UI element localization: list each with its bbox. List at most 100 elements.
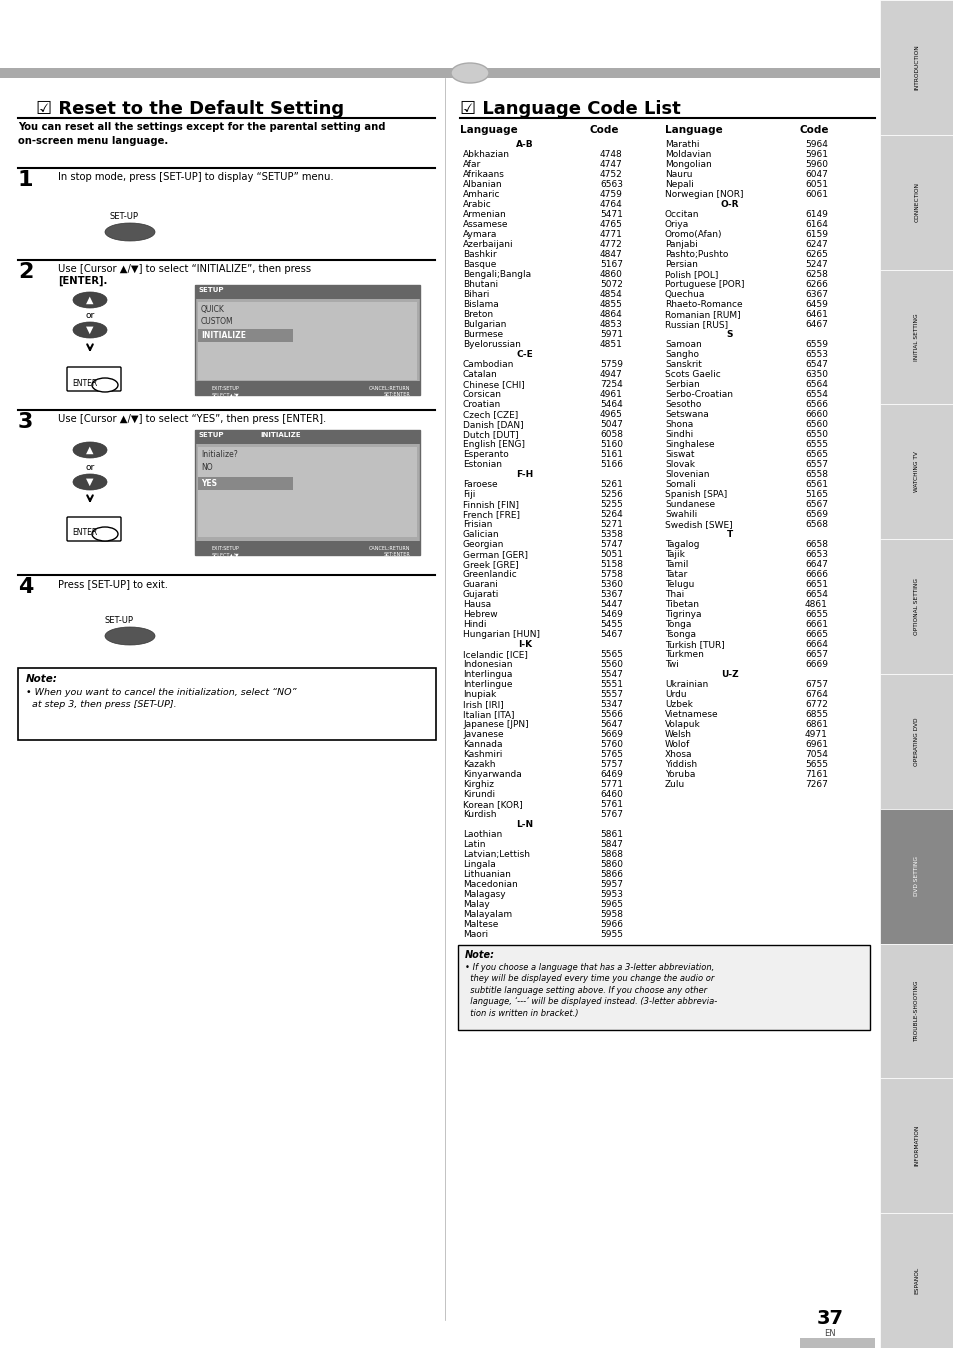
Text: Icelandic [ICE]: Icelandic [ICE] [462, 650, 527, 659]
Text: SELECT▲/▼: SELECT▲/▼ [211, 551, 238, 557]
Text: Galician: Galician [462, 530, 499, 539]
Text: 6047: 6047 [804, 170, 827, 179]
Text: Cambodian: Cambodian [462, 360, 514, 369]
Text: 6553: 6553 [804, 350, 827, 359]
Text: 6164: 6164 [804, 220, 827, 229]
Text: 5160: 5160 [599, 439, 622, 449]
Text: Ukrainian: Ukrainian [664, 679, 707, 689]
Text: Rhaeto-Romance: Rhaeto-Romance [664, 301, 741, 309]
Text: Bihari: Bihari [462, 290, 489, 299]
Text: Bulgarian: Bulgarian [462, 319, 506, 329]
Text: NO: NO [201, 462, 213, 472]
Text: Singhalese: Singhalese [664, 439, 714, 449]
Text: Scots Gaelic: Scots Gaelic [664, 369, 720, 379]
Text: INTRODUCTION: INTRODUCTION [914, 44, 919, 90]
Text: 6554: 6554 [804, 390, 827, 399]
Text: Maltese: Maltese [462, 919, 497, 929]
Text: 5051: 5051 [599, 550, 622, 559]
Text: QUICK: QUICK [201, 305, 225, 314]
Text: Catalan: Catalan [462, 369, 497, 379]
Text: 5767: 5767 [599, 810, 622, 820]
Text: Frisian: Frisian [462, 520, 492, 528]
Text: YES: YES [201, 479, 216, 488]
Text: Oromo(Afan): Oromo(Afan) [664, 231, 721, 239]
Text: Tamil: Tamil [664, 559, 688, 569]
Text: Shona: Shona [664, 421, 693, 429]
Text: 5255: 5255 [599, 500, 622, 510]
Text: Malayalam: Malayalam [462, 910, 512, 919]
Text: 5557: 5557 [599, 690, 622, 700]
Text: Korean [KOR]: Korean [KOR] [462, 799, 522, 809]
Text: 6258: 6258 [804, 270, 827, 279]
Text: Tigrinya: Tigrinya [664, 611, 700, 619]
Text: 6569: 6569 [804, 510, 827, 519]
Text: 6051: 6051 [804, 181, 827, 189]
Text: Xhosa: Xhosa [664, 749, 692, 759]
Text: 5669: 5669 [599, 731, 622, 739]
Text: Danish [DAN]: Danish [DAN] [462, 421, 523, 429]
Text: 5957: 5957 [599, 880, 622, 888]
FancyBboxPatch shape [18, 669, 436, 740]
Text: Kazakh: Kazakh [462, 760, 495, 768]
Text: 6265: 6265 [804, 249, 827, 259]
Text: Yoruba: Yoruba [664, 770, 695, 779]
Text: 6058: 6058 [599, 430, 622, 439]
Text: Use [Cursor ▲/▼] to select “YES”, then press [ENTER].: Use [Cursor ▲/▼] to select “YES”, then p… [58, 414, 326, 425]
Text: 5765: 5765 [599, 749, 622, 759]
Ellipse shape [451, 63, 489, 84]
Text: A-B: A-B [516, 140, 534, 150]
Bar [879, 1078, 953, 1213]
Text: 5868: 5868 [599, 851, 622, 859]
Text: Telugu: Telugu [664, 580, 694, 589]
Text: 6664: 6664 [804, 640, 827, 648]
Text: 5161: 5161 [599, 450, 622, 460]
Text: 4847: 4847 [599, 249, 622, 259]
Text: ENTER: ENTER [71, 379, 97, 388]
Bar [194, 430, 419, 443]
Text: Javanese: Javanese [462, 731, 503, 739]
Text: Armenian: Armenian [462, 210, 506, 218]
Text: 6367: 6367 [804, 290, 827, 299]
Text: Chinese [CHI]: Chinese [CHI] [462, 380, 524, 390]
Text: SETUP: SETUP [199, 287, 224, 293]
Text: 4965: 4965 [599, 410, 622, 419]
Text: Sindhi: Sindhi [664, 430, 693, 439]
Ellipse shape [105, 222, 154, 241]
Text: 6557: 6557 [804, 460, 827, 469]
Bar [879, 539, 953, 674]
Bar [198, 329, 293, 342]
Text: Sesotho: Sesotho [664, 400, 700, 408]
Text: Kannada: Kannada [462, 740, 502, 749]
Text: 2: 2 [18, 262, 33, 282]
Text: 7161: 7161 [804, 770, 827, 779]
Text: 6855: 6855 [804, 710, 827, 718]
Bar [194, 430, 419, 555]
Text: Kirundi: Kirundi [462, 790, 495, 799]
Text: 4771: 4771 [599, 231, 622, 239]
Text: 5760: 5760 [599, 740, 622, 749]
Text: English [ENG]: English [ENG] [462, 439, 524, 449]
Text: I-K: I-K [517, 640, 532, 648]
Text: Oriya: Oriya [664, 220, 688, 229]
Text: 6547: 6547 [804, 360, 827, 369]
FancyBboxPatch shape [67, 518, 121, 541]
Text: 5860: 5860 [599, 860, 622, 869]
Text: Twi: Twi [664, 661, 679, 669]
Text: Occitan: Occitan [664, 210, 699, 218]
Bar [879, 404, 953, 539]
Text: 6669: 6669 [804, 661, 827, 669]
Text: Press [SET-UP] to exit.: Press [SET-UP] to exit. [58, 580, 168, 589]
Text: Lingala: Lingala [462, 860, 496, 869]
Text: 6567: 6567 [804, 500, 827, 510]
Text: 6061: 6061 [804, 190, 827, 200]
Text: Bashkir: Bashkir [462, 249, 497, 259]
Text: 6772: 6772 [804, 700, 827, 709]
Text: Latin: Latin [462, 840, 485, 849]
Ellipse shape [73, 442, 107, 458]
Text: 6266: 6266 [804, 280, 827, 288]
Text: 5971: 5971 [599, 330, 622, 338]
Text: Bislama: Bislama [462, 301, 498, 309]
Text: CANCEL:RETURN: CANCEL:RETURN [368, 386, 410, 391]
Text: 6550: 6550 [804, 430, 827, 439]
Bar [879, 809, 953, 944]
